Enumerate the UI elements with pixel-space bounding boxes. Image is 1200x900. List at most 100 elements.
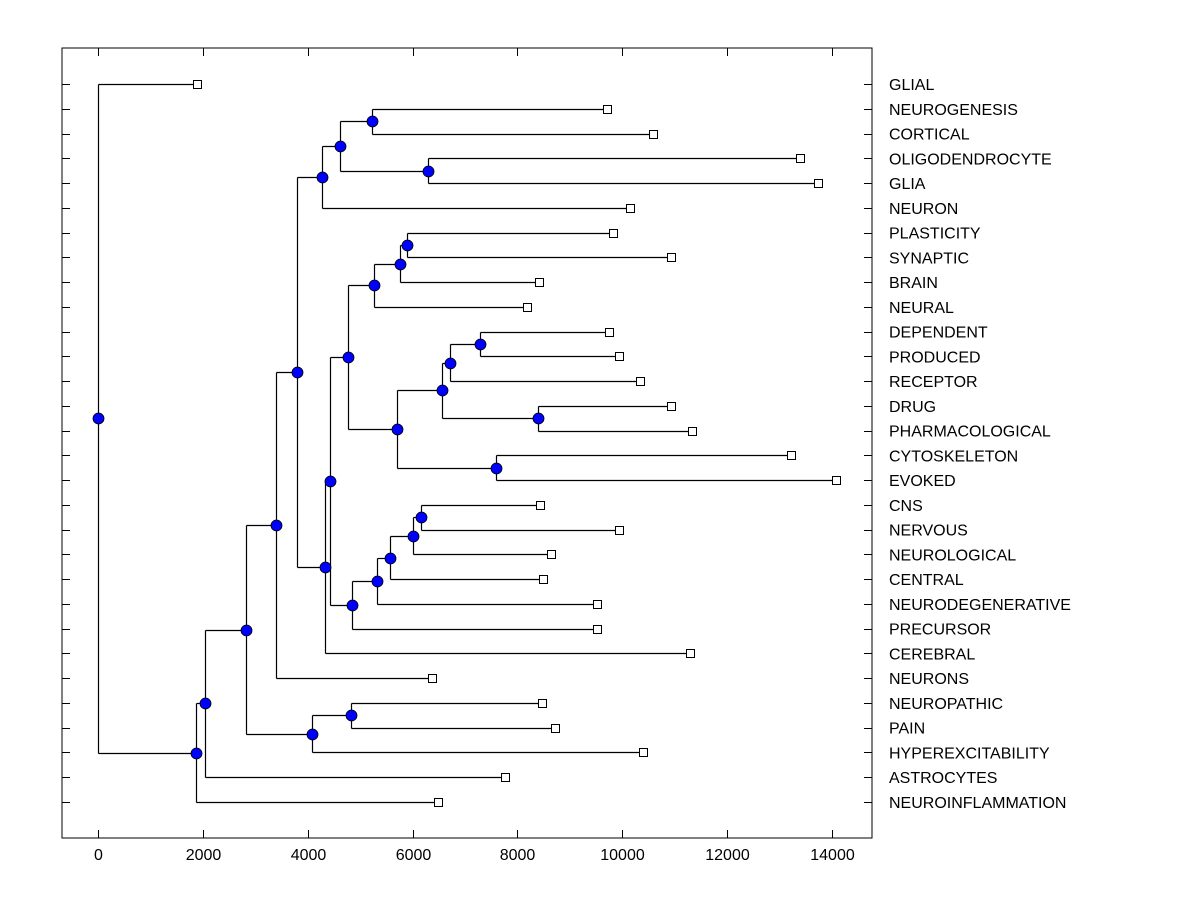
leaf-marker-pain xyxy=(551,724,560,733)
leaf-label-brain: BRAIN xyxy=(889,275,938,292)
merge-node-n4 xyxy=(316,171,329,184)
leaf-label-cerebral: CEREBRAL xyxy=(889,646,975,663)
leaf-label-pharmacological: PHARMACOLOGICAL xyxy=(889,424,1051,441)
leaf-label-evoked: EVOKED xyxy=(889,473,956,490)
merge-node-n9 xyxy=(444,357,457,370)
merge-node-n29 xyxy=(92,412,105,425)
leaf-label-neurological: NEUROLOGICAL xyxy=(889,547,1016,564)
leaf-marker-oligodendrocyte xyxy=(796,154,805,163)
merge-node-n19 xyxy=(346,599,359,612)
x-tick-label: 6000 xyxy=(396,847,432,864)
merge-node-n23 xyxy=(270,519,283,532)
merge-node-n20 xyxy=(324,475,337,488)
x-tick-label: 4000 xyxy=(291,847,327,864)
leaf-label-cytoskeleton: CYTOSKELETON xyxy=(889,448,1018,465)
leaf-label-neuropathic: NEUROPATHIC xyxy=(889,696,1003,713)
merge-node-n16 xyxy=(407,530,420,543)
leaf-marker-nervous xyxy=(615,526,624,535)
merge-node-n2 xyxy=(422,165,435,178)
leaf-marker-precursor xyxy=(593,625,602,634)
leaf-label-neuron: NEURON xyxy=(889,201,958,218)
x-tick-label: 8000 xyxy=(500,847,536,864)
leaf-label-nervous: NERVOUS xyxy=(889,523,968,540)
leaf-marker-central xyxy=(539,575,548,584)
x-tick-label: 12000 xyxy=(705,847,750,864)
leaf-label-oligodendrocyte: OLIGODENDROCYTE xyxy=(889,151,1052,168)
leaf-marker-pharmacological xyxy=(688,427,697,436)
merge-node-n22 xyxy=(291,366,304,379)
leaf-marker-drug xyxy=(667,402,676,411)
merge-node-n7 xyxy=(368,279,381,292)
leaf-marker-plasticity xyxy=(609,229,618,238)
dendrogram-edges xyxy=(97,83,837,804)
x-tick-label: 0 xyxy=(94,847,103,864)
merge-node-n6 xyxy=(394,258,407,271)
merge-node-n8 xyxy=(474,338,487,351)
x-axis: 0 2000 4000 6000 8000 10000 12000 14000 xyxy=(62,48,872,864)
leaf-marker-neuron xyxy=(626,204,635,213)
leaf-marker-neuroinflammation xyxy=(434,798,443,807)
merge-node-n12 xyxy=(490,462,503,475)
merge-node-n13 xyxy=(391,423,404,436)
leaf-labels: GLIAL NEUROGENESIS CORTICAL OLIGODENDROCYTE… xyxy=(889,77,1071,812)
leaf-markers xyxy=(193,80,841,807)
leaf-label-neuroinflammation: NEUROINFLAMMATION xyxy=(889,795,1066,812)
merge-node-n3 xyxy=(334,140,347,153)
leaf-marker-astrocytes xyxy=(501,773,510,782)
merge-node-n5 xyxy=(401,239,414,252)
merge-node-n10 xyxy=(532,412,545,425)
x-tick-label: 2000 xyxy=(186,847,222,864)
leaf-label-precursor: PRECURSOR xyxy=(889,622,991,639)
leaf-marker-brain xyxy=(535,278,544,287)
leaf-marker-cytoskeleton xyxy=(787,451,796,460)
leaf-marker-glial xyxy=(193,80,202,89)
leaf-label-central: CENTRAL xyxy=(889,572,964,589)
leaf-marker-cerebral xyxy=(686,649,695,658)
merge-nodes xyxy=(92,115,545,760)
leaf-label-neural: NEURAL xyxy=(889,300,954,317)
leaf-label-drug: DRUG xyxy=(889,399,936,416)
merge-node-n11 xyxy=(436,384,449,397)
merge-node-n14 xyxy=(342,351,355,364)
leaf-label-glial: GLIAL xyxy=(889,77,934,94)
leaf-marker-neural xyxy=(523,303,532,312)
leaf-label-hyperexcitability: HYPEREXCITABILITY xyxy=(889,745,1050,762)
leaf-marker-neurodegenerative xyxy=(593,600,602,609)
leaf-label-neurodegenerative: NEURODEGENERATIVE xyxy=(889,597,1071,614)
leaf-label-neurogenesis: NEUROGENESIS xyxy=(889,102,1018,119)
leaf-label-synaptic: SYNAPTIC xyxy=(889,250,969,267)
leaf-marker-hyperexcitability xyxy=(639,748,648,757)
merge-node-n25 xyxy=(306,728,319,741)
x-tick-label: 10000 xyxy=(600,847,645,864)
leaf-label-dependent: DEPENDENT xyxy=(889,325,988,342)
leaf-label-pain: PAIN xyxy=(889,721,925,738)
leaf-label-produced: PRODUCED xyxy=(889,349,981,366)
leaf-marker-glia xyxy=(814,179,823,188)
merge-node-n18 xyxy=(371,575,384,588)
leaf-marker-receptor xyxy=(636,377,645,386)
leaf-marker-evoked xyxy=(832,476,841,485)
leaf-marker-neuropathic xyxy=(538,699,547,708)
merge-node-n21 xyxy=(319,561,332,574)
leaf-label-glia: GLIA xyxy=(889,176,926,193)
leaf-label-plasticity: PLASTICITY xyxy=(889,226,981,243)
plot-frame xyxy=(61,47,873,839)
merge-node-n26 xyxy=(240,624,253,637)
leaf-label-cns: CNS xyxy=(889,498,923,515)
leaf-marker-synaptic xyxy=(667,253,676,262)
plot-border xyxy=(61,47,873,839)
leaf-marker-dependent xyxy=(605,328,614,337)
x-tick-label: 14000 xyxy=(810,847,855,864)
merge-node-n17 xyxy=(384,552,397,565)
leaf-marker-neurological xyxy=(547,550,556,559)
leaf-label-cortical: CORTICAL xyxy=(889,127,970,144)
merge-node-n27 xyxy=(199,697,212,710)
leaf-label-receptor: RECEPTOR xyxy=(889,374,978,391)
leaf-label-astrocytes: ASTROCYTES xyxy=(889,770,997,787)
merge-node-n1 xyxy=(366,115,379,128)
merge-node-n24 xyxy=(345,709,358,722)
merge-node-n15 xyxy=(415,511,428,524)
merge-node-n28 xyxy=(190,747,203,760)
leaf-marker-cns xyxy=(536,501,545,510)
